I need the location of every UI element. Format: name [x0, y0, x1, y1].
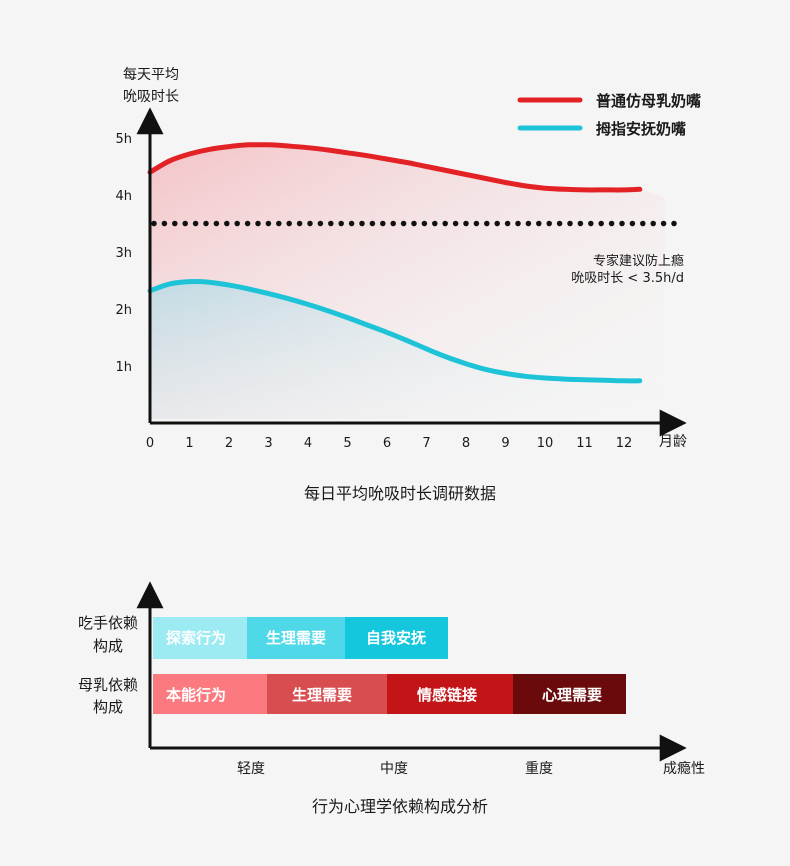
reference-note-line1: 专家建议防上瘾 [593, 253, 684, 269]
chart2-title: 行为心理学依赖构成分析 [312, 797, 488, 816]
bar-segment-explore [153, 617, 247, 659]
bar-segment-physiological-2 [267, 674, 387, 714]
chart1-x-axis-label: 月龄 [659, 434, 687, 450]
line-series-1 [147, 142, 643, 193]
chart1-x-ticks: 0 1 2 3 4 5 6 7 8 9 10 11 12 [146, 436, 632, 451]
bar-row-thumb: 探索行为 生理需要 自我安抚 [153, 617, 448, 659]
bar-segment-psychological [513, 674, 626, 714]
chart1-x-tick-4: 4 [304, 436, 312, 451]
bar-segment-instinct-label: 本能行为 [166, 686, 226, 704]
chart1-x-tick-6: 6 [383, 436, 391, 451]
row-label-thumb-line2: 构成 [93, 637, 123, 655]
chart2-x-tick-mild: 轻度 [237, 761, 265, 777]
chart1-y-tick-3h: 3h [115, 246, 132, 261]
chart1-lines [147, 142, 643, 384]
chart1-title: 每日平均吮吸时长调研数据 [304, 484, 496, 503]
chart1-x-tick-0: 0 [146, 436, 154, 451]
chart1-x-tick-2: 2 [225, 436, 233, 451]
row-label-thumb-line1: 吃手依赖 [78, 614, 138, 632]
chart1-legend: 普通仿母乳奶嘴 拇指安抚奶嘴 [517, 92, 701, 138]
chart1-x-tick-5: 5 [343, 436, 351, 451]
bar-segment-physiological [247, 617, 345, 659]
bar-segment-emotional-label: 情感链接 [417, 686, 477, 704]
row-label-breast-line2: 构成 [93, 698, 123, 716]
chart1-y-tick-1h: 1h [115, 360, 132, 375]
legend-label-series-1: 普通仿母乳奶嘴 [596, 92, 701, 110]
chart1-x-tick-11: 11 [576, 436, 593, 451]
chart1-x-tick-9: 9 [501, 436, 509, 451]
chart1-y-axis-label-line2: 吮吸时长 [123, 89, 179, 105]
row-label-breast-line1: 母乳依赖 [78, 676, 138, 694]
bar-segment-instinct [153, 674, 267, 714]
chart1-y-axis-label-line1: 每天平均 [123, 67, 179, 83]
bar-segment-explore-label: 探索行为 [166, 629, 226, 647]
chart1-y-tick-4h: 4h [115, 189, 132, 204]
bar-segment-physiological-label: 生理需要 [266, 629, 326, 647]
bar-segment-emotional [387, 674, 513, 714]
bar-segment-physiological-2-label: 生理需要 [292, 686, 352, 704]
chart1-x-tick-1: 1 [185, 436, 193, 451]
chart1-y-tick-2h: 2h [115, 303, 132, 318]
stacked-bar-chart: 探索行为 生理需要 自我安抚 本能行为 生理需要 情感链接 心理需要 吃手依赖 … [78, 581, 705, 816]
chart2-x-tick-severe: 重度 [525, 761, 553, 777]
chart2-x-axis-label: 成瘾性 [663, 760, 705, 777]
chart1-x-tick-3: 3 [264, 436, 272, 451]
area-series-2 [150, 281, 665, 419]
bar-segment-self-soothe [345, 617, 448, 659]
chart2-x-tick-moderate: 中度 [380, 761, 408, 777]
bar-row-breast: 本能行为 生理需要 情感链接 心理需要 [153, 674, 626, 714]
chart1-x-tick-8: 8 [462, 436, 470, 451]
bar-segment-self-soothe-label: 自我安抚 [366, 629, 426, 647]
chart1-x-tick-12: 12 [616, 436, 633, 451]
chart1-y-tick-5h: 5h [115, 132, 132, 147]
legend-label-series-2: 拇指安抚奶嘴 [596, 120, 686, 138]
chart1-x-tick-10: 10 [537, 436, 554, 451]
line-series-2 [147, 279, 643, 384]
chart1-y-ticks: 1h 2h 3h 4h 5h [115, 132, 132, 375]
chart1-areas [150, 144, 665, 419]
reference-note-line2: 吮吸时长 < 3.5h/d [571, 270, 684, 286]
bar-segment-psychological-label: 心理需要 [542, 686, 602, 704]
chart1-x-tick-7: 7 [422, 436, 430, 451]
